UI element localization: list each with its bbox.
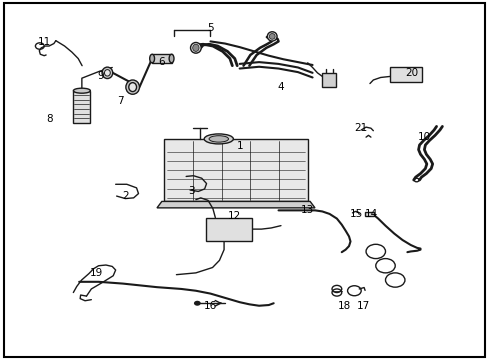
Polygon shape: [164, 139, 307, 202]
Ellipse shape: [104, 69, 110, 76]
Text: 7: 7: [117, 96, 123, 107]
Ellipse shape: [190, 42, 201, 53]
Bar: [73, 91, 90, 123]
Text: 20: 20: [405, 68, 418, 78]
Text: 14: 14: [365, 209, 378, 219]
Bar: [365, 212, 373, 216]
Text: 17: 17: [356, 301, 369, 311]
Text: 16: 16: [203, 301, 217, 311]
Text: 13: 13: [301, 205, 314, 215]
Text: 9: 9: [98, 71, 104, 81]
Text: 1: 1: [236, 141, 243, 151]
Text: 12: 12: [228, 211, 241, 221]
Ellipse shape: [269, 33, 275, 39]
Text: 3: 3: [187, 186, 194, 196]
Ellipse shape: [192, 44, 199, 51]
Ellipse shape: [73, 88, 90, 93]
Text: 18: 18: [337, 301, 350, 311]
Ellipse shape: [267, 32, 277, 41]
Polygon shape: [157, 202, 314, 208]
Ellipse shape: [128, 83, 136, 91]
Text: 21: 21: [354, 123, 367, 133]
Bar: [152, 54, 171, 63]
Ellipse shape: [209, 136, 228, 142]
Text: 2: 2: [122, 191, 128, 201]
Text: 10: 10: [417, 132, 430, 142]
Text: 8: 8: [46, 114, 53, 124]
Text: 15: 15: [349, 209, 362, 219]
FancyBboxPatch shape: [389, 67, 421, 82]
Ellipse shape: [204, 134, 233, 144]
Text: 19: 19: [89, 268, 102, 278]
Text: 5: 5: [207, 23, 213, 33]
Ellipse shape: [149, 54, 154, 63]
Ellipse shape: [125, 80, 139, 94]
Ellipse shape: [102, 67, 113, 78]
Ellipse shape: [169, 54, 174, 63]
FancyBboxPatch shape: [205, 217, 251, 241]
Circle shape: [194, 301, 201, 306]
Text: 11: 11: [38, 37, 51, 48]
Bar: [322, 73, 335, 87]
Text: 6: 6: [158, 57, 165, 67]
Text: 4: 4: [277, 82, 284, 92]
